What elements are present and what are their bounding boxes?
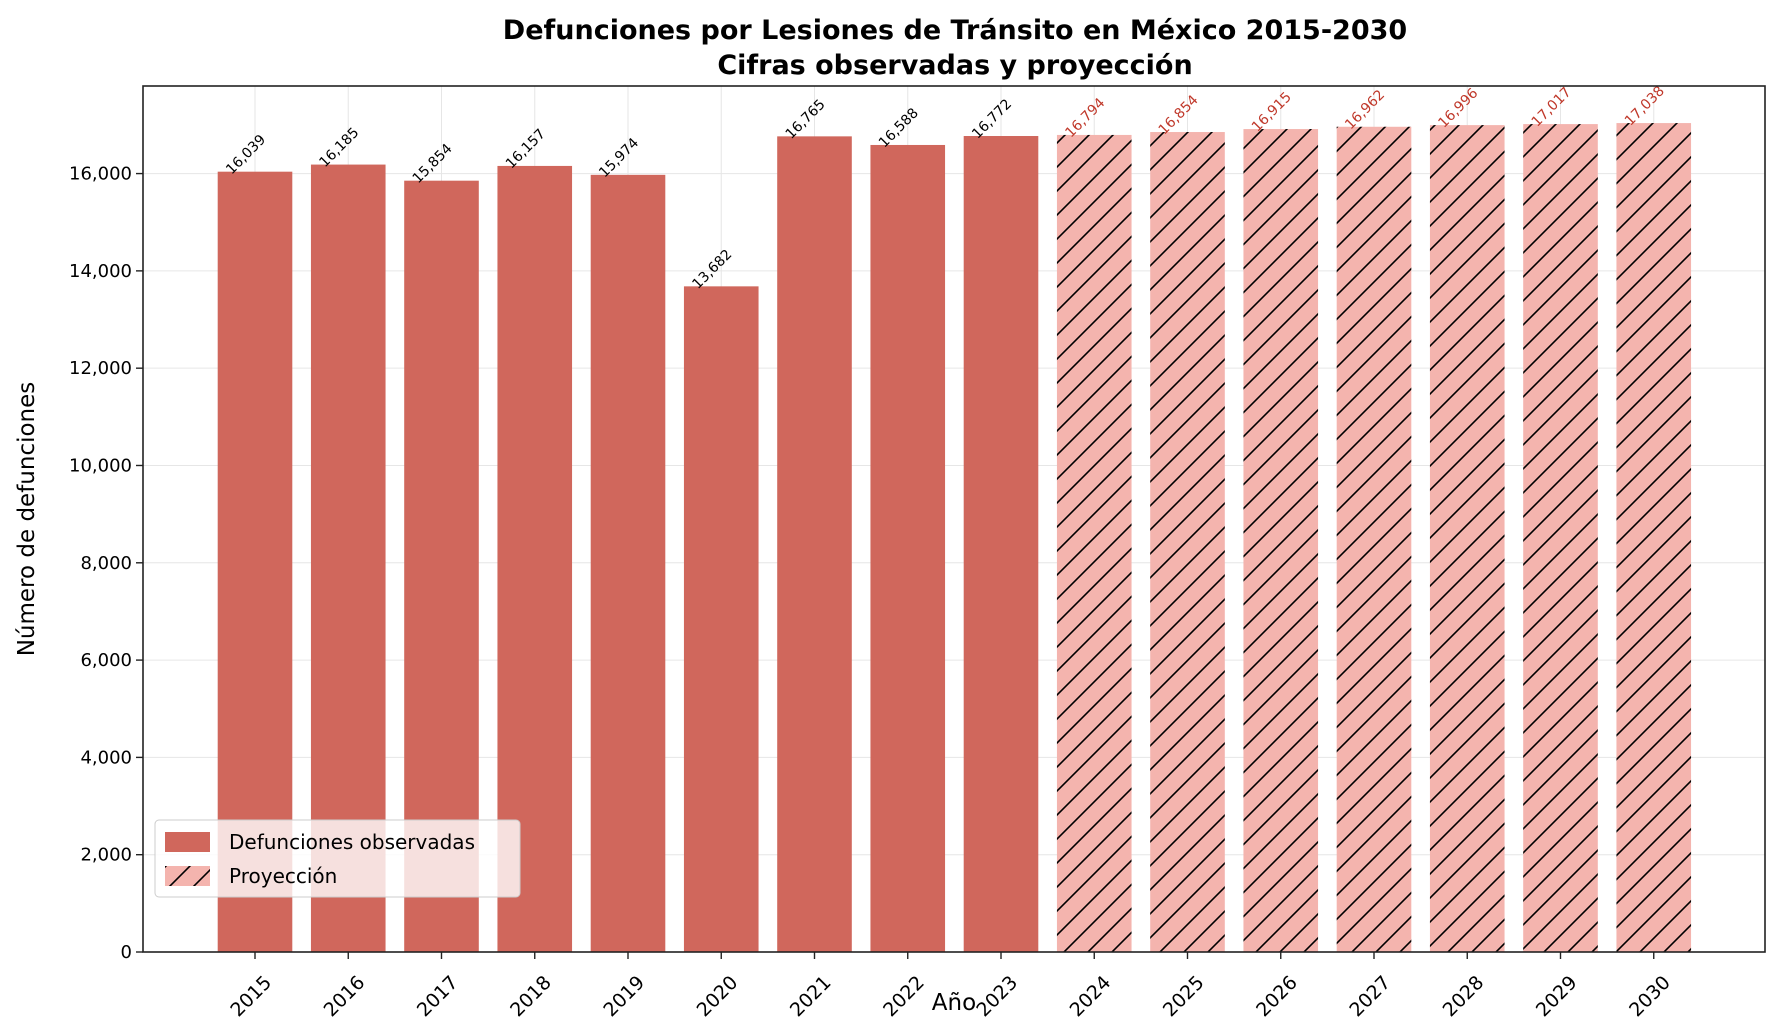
y-tick-label: 16,000 (69, 164, 132, 185)
data-label: 16,962 (1342, 87, 1388, 133)
data-label: 16,854 (1156, 92, 1202, 138)
bar-hatch (1336, 126, 1412, 952)
legend-swatch-hatch (165, 866, 210, 886)
y-tick-label: 14,000 (69, 261, 132, 282)
bar-2022 (870, 144, 946, 953)
x-tick-label: 2022 (879, 972, 929, 1022)
data-label: 15,854 (410, 141, 456, 187)
data-label: 17,038 (1622, 83, 1668, 129)
x-tick-label: 2019 (599, 972, 649, 1022)
y-axis-label: Número de defunciones (14, 382, 40, 657)
y-tick-label: 2,000 (80, 845, 132, 866)
bar-hatch (1616, 123, 1692, 953)
data-label: 16,996 (1435, 85, 1481, 131)
x-tick-label: 2029 (1532, 972, 1582, 1022)
data-label: 15,974 (596, 135, 642, 181)
bar-hatch (1150, 132, 1225, 953)
chart-subtitle: Cifras observadas y proyección (717, 50, 1192, 81)
x-axis-label: Año (932, 990, 976, 1016)
y-tick-label: 4,000 (80, 747, 132, 768)
data-label: 16,794 (1062, 95, 1108, 141)
bar-hatch (1523, 124, 1598, 953)
y-tick-label: 12,000 (69, 358, 132, 379)
bar-hatch (1243, 129, 1319, 952)
legend-swatch-observed (165, 832, 210, 852)
data-label: 16,915 (1249, 89, 1295, 135)
bar-2021 (777, 136, 852, 952)
bar-2020 (683, 286, 759, 952)
x-tick-label: 2015 (226, 972, 276, 1022)
y-tick-label: 8,000 (80, 553, 132, 574)
plot-frame (142, 85, 1766, 953)
x-tick-label: 2025 (1159, 972, 1209, 1022)
x-tick-label: 2020 (693, 972, 743, 1022)
x-tick-label: 2018 (506, 972, 556, 1022)
y-tick-label: 0 (121, 942, 132, 963)
y-tick-label: 6,000 (80, 650, 132, 671)
data-label: 16,039 (223, 132, 269, 178)
legend: Defunciones observadas Proyección (154, 819, 521, 898)
y-tick-label: 10,000 (69, 455, 132, 476)
data-label: 16,765 (783, 97, 829, 143)
x-tick-label: 2016 (320, 972, 370, 1022)
data-label: 16,157 (503, 126, 549, 172)
data-label: 16,588 (876, 105, 922, 151)
data-label: 16,772 (969, 96, 1015, 142)
legend-label-projection: Proyección (229, 864, 337, 888)
bar-hatch (1056, 134, 1132, 952)
x-tick-label: 2024 (1066, 972, 1116, 1022)
x-tick-label: 2021 (786, 972, 836, 1022)
data-label: 17,017 (1529, 84, 1575, 130)
x-tick-label: 2028 (1439, 972, 1489, 1022)
x-tick-label: 2023 (972, 972, 1022, 1022)
bar-2019 (590, 174, 666, 952)
x-tick-label: 2030 (1625, 972, 1675, 1022)
bar-hatch (1429, 125, 1505, 952)
x-tick-label: 2026 (1252, 972, 1302, 1022)
x-tick-label: 2027 (1345, 972, 1395, 1022)
legend-label-observed: Defunciones observadas (229, 830, 475, 854)
data-label: 16,185 (316, 125, 362, 171)
data-label: 13,682 (689, 247, 735, 293)
x-tick-label: 2017 (413, 972, 463, 1022)
bar-2023 (963, 136, 1039, 953)
chart-title: Defunciones por Lesiones de Tránsito en … (503, 15, 1407, 46)
